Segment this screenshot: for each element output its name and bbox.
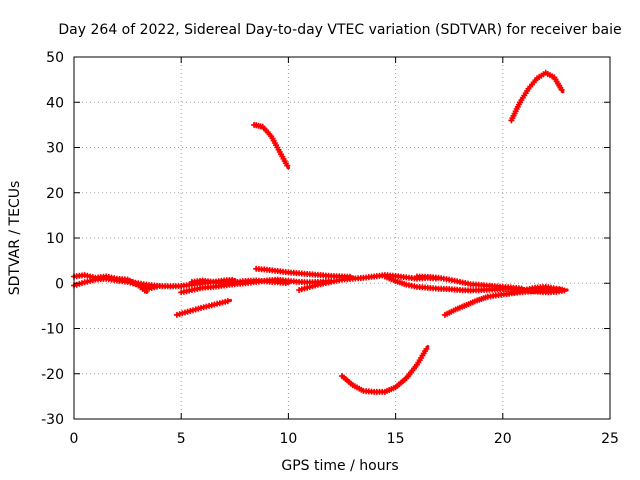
y-tick-label: -10 [41,322,64,338]
series-sat-f [173,298,233,318]
series-sat-m [441,286,565,318]
x-tick-labels: 0 5 10 15 20 25 [70,431,619,447]
x-tick-label: 10 [279,431,297,447]
x-axis-label: GPS time / hours [281,458,398,474]
y-axis-label: SDTVAR / TECUs [7,181,23,296]
series-points [508,69,565,124]
x-tick-label: 20 [494,431,512,447]
series-points [339,345,430,395]
series-sat-n [508,69,565,124]
y-tick-label: 40 [46,95,64,111]
series-points [188,277,289,287]
x-tick-label: 0 [70,431,79,447]
y-tick-label: 30 [46,141,64,157]
y-tick-labels: -30 -20 -10 0 10 20 30 40 50 [41,50,64,428]
series-sat-l [414,273,526,292]
y-tick-label: -20 [41,367,64,383]
y-tick-label: 20 [46,186,64,202]
series-points [414,273,525,292]
x-tick-label: 15 [387,431,405,447]
series-sat-j [339,345,430,395]
y-tick-label: -30 [41,412,64,428]
y-tick-label: 50 [46,50,64,66]
series-points [173,298,231,318]
series-sat-o [510,283,567,296]
series-points [251,121,291,169]
chart-title: Day 264 of 2022, Sidereal Day-to-day VTE… [58,22,621,38]
data-series [71,69,569,395]
x-tick-label: 25 [601,431,619,447]
y-tick-label: 10 [46,231,64,247]
series-points [510,283,566,296]
y-tick-label: 0 [55,276,64,292]
series-sat-h [251,121,291,170]
series-points [253,265,353,280]
x-tick-label: 5 [177,431,186,447]
series-sat-e [188,277,290,287]
axis-ticks [73,56,611,420]
grid [74,57,610,419]
series-sat-g [253,265,355,280]
